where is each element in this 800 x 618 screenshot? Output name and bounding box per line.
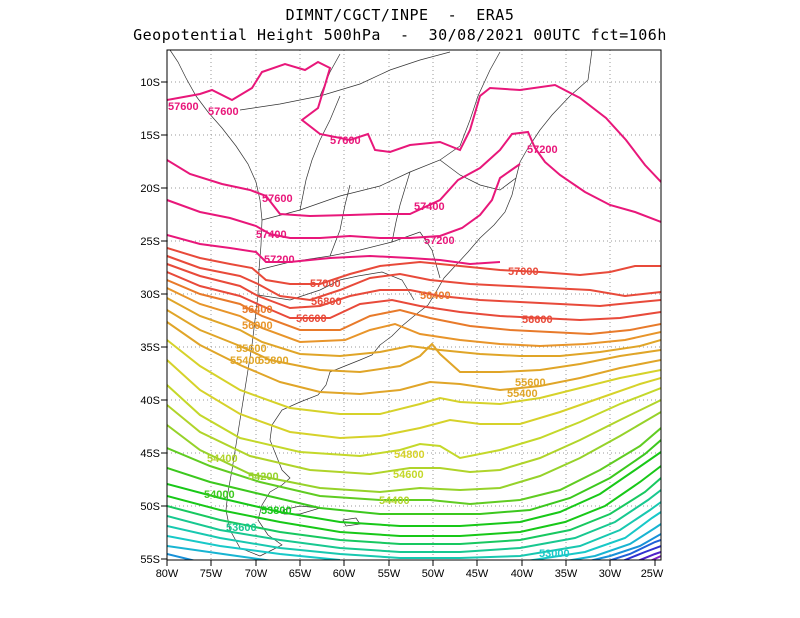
lon-axis: 80W 75W 70W 65W 60W 55W 50W 45W 40W 35W … xyxy=(156,568,664,580)
lon-tick-label: 30W xyxy=(599,568,622,580)
contour-label: 53600 xyxy=(226,522,257,534)
lat-axis: 10S 15S 20S 25S 30S 35S 40S 45S 50S 55S xyxy=(140,77,160,566)
contour-label: 55600 xyxy=(515,377,546,389)
contour-label: 54400 xyxy=(379,495,410,507)
lat-tick-label: 55S xyxy=(140,554,160,566)
lat-tick-label: 30S xyxy=(140,289,160,301)
lat-tick-label: 50S xyxy=(140,501,160,513)
map-title-line1: DIMNT/CGCT/INPE - ERA5 xyxy=(285,6,515,24)
contour-label: 54800 xyxy=(394,449,425,461)
lon-tick-label: 35W xyxy=(555,568,578,580)
contour-label: 55400 xyxy=(230,355,261,367)
lon-tick-label: 55W xyxy=(378,568,401,580)
lat-tick-label: 35S xyxy=(140,342,160,354)
contour-lines xyxy=(167,60,661,560)
lon-tick-label: 60W xyxy=(333,568,356,580)
map-frame xyxy=(166,49,662,561)
contour-label: 56600 xyxy=(296,313,327,325)
contour-label: 54000 xyxy=(204,489,235,501)
contour-labels: 57600 57600 57600 57600 57400 57400 5720… xyxy=(168,101,570,560)
contour-label: 53000 xyxy=(539,548,570,560)
contour-label: 55600 xyxy=(236,343,267,355)
lon-tick-label: 70W xyxy=(245,568,268,580)
contour-label: 56800 xyxy=(311,296,342,308)
contour-label: 57600 xyxy=(208,106,239,118)
lon-tick-label: 45W xyxy=(466,568,489,580)
tick-marks xyxy=(161,81,656,566)
contour-label: 56400 xyxy=(242,304,273,316)
contour-label: 57600 xyxy=(168,101,199,113)
contour-label: 57000 xyxy=(508,266,539,278)
contour-label: 57600 xyxy=(262,193,293,205)
lat-tick-label: 15S xyxy=(140,130,160,142)
lon-tick-label: 25W xyxy=(641,568,664,580)
contour-label: 57200 xyxy=(264,254,295,266)
lon-tick-label: 75W xyxy=(200,568,223,580)
contour-label: 57600 xyxy=(330,135,361,147)
contour-label: 54200 xyxy=(248,471,279,483)
contour-label: 57200 xyxy=(527,144,558,156)
contour-label: 54600 xyxy=(393,469,424,481)
contour-label: 56600 xyxy=(522,314,553,326)
contour-label: 56000 xyxy=(242,320,273,332)
map-title-line2: Geopotential Height 500hPa - 30/08/2021 … xyxy=(133,26,667,44)
contour-label: 55400 xyxy=(507,388,538,400)
lat-tick-label: 25S xyxy=(140,236,160,248)
lat-tick-label: 20S xyxy=(140,183,160,195)
contour-label: 54400 xyxy=(207,453,238,465)
lat-tick-label: 45S xyxy=(140,448,160,460)
contour-label: 57400 xyxy=(256,229,287,241)
coastlines xyxy=(169,50,593,557)
lon-tick-label: 80W xyxy=(156,568,179,580)
contour-label: 57000 xyxy=(310,278,341,290)
contour-label: 53800 xyxy=(261,505,292,517)
lon-tick-label: 65W xyxy=(289,568,312,580)
lon-tick-label: 40W xyxy=(511,568,534,580)
lat-tick-label: 10S xyxy=(140,77,160,89)
lon-tick-label: 50W xyxy=(422,568,445,580)
contour-label: 57400 xyxy=(414,201,445,213)
lat-tick-label: 40S xyxy=(140,395,160,407)
contour-label: 55800 xyxy=(258,355,289,367)
contour-label: 56400 xyxy=(420,290,451,302)
map-area: 57600 57600 57600 57600 57400 57400 5720… xyxy=(167,50,661,560)
contour-label: 57200 xyxy=(424,235,455,247)
